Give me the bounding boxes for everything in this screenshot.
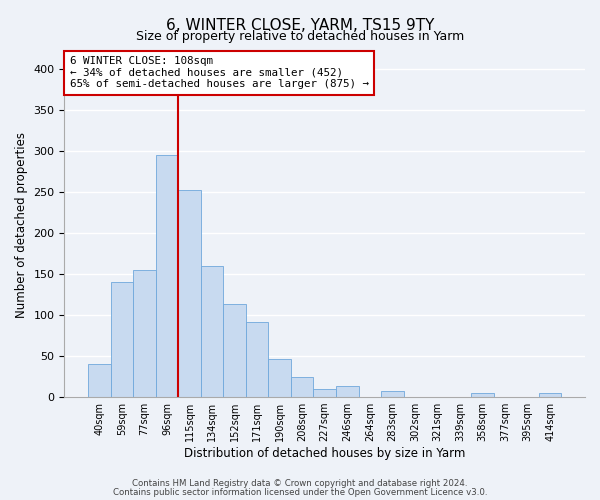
Text: Contains HM Land Registry data © Crown copyright and database right 2024.: Contains HM Land Registry data © Crown c… xyxy=(132,479,468,488)
Bar xyxy=(88,364,110,397)
Bar xyxy=(268,360,291,397)
Bar xyxy=(336,386,359,397)
Y-axis label: Number of detached properties: Number of detached properties xyxy=(15,132,28,318)
Bar xyxy=(246,322,268,397)
Bar xyxy=(178,190,201,397)
Bar xyxy=(110,282,133,397)
Bar xyxy=(313,389,336,397)
Bar xyxy=(381,390,404,397)
Text: 6, WINTER CLOSE, YARM, TS15 9TY: 6, WINTER CLOSE, YARM, TS15 9TY xyxy=(166,18,434,32)
Bar xyxy=(155,155,178,397)
Bar xyxy=(201,266,223,397)
Text: 6 WINTER CLOSE: 108sqm
← 34% of detached houses are smaller (452)
65% of semi-de: 6 WINTER CLOSE: 108sqm ← 34% of detached… xyxy=(70,56,368,89)
Bar xyxy=(133,270,155,397)
Bar xyxy=(539,393,562,397)
Text: Contains public sector information licensed under the Open Government Licence v3: Contains public sector information licen… xyxy=(113,488,487,497)
X-axis label: Distribution of detached houses by size in Yarm: Distribution of detached houses by size … xyxy=(184,447,466,460)
Text: Size of property relative to detached houses in Yarm: Size of property relative to detached ho… xyxy=(136,30,464,43)
Bar xyxy=(291,376,313,397)
Bar xyxy=(223,304,246,397)
Bar xyxy=(471,393,494,397)
